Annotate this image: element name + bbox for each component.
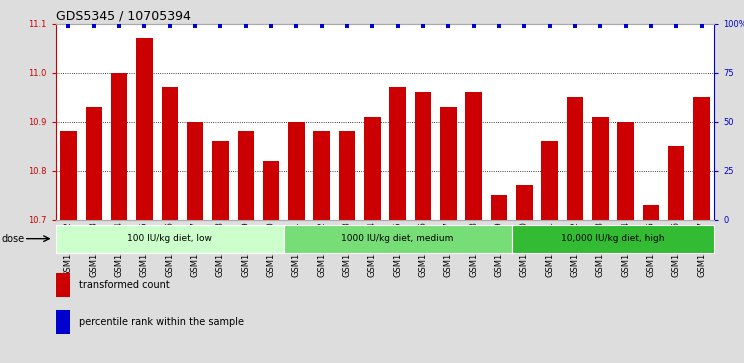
Bar: [237, 131, 254, 363]
Bar: [440, 107, 457, 363]
Bar: [56, 273, 70, 297]
Bar: [212, 141, 228, 363]
Text: GDS5345 / 10705394: GDS5345 / 10705394: [56, 9, 190, 23]
Bar: [56, 310, 70, 334]
Text: 10,000 IU/kg diet, high: 10,000 IU/kg diet, high: [561, 234, 664, 243]
Text: dose: dose: [1, 234, 25, 244]
Text: 100 IU/kg diet, low: 100 IU/kg diet, low: [127, 234, 212, 243]
Bar: [86, 107, 102, 363]
Bar: [491, 195, 507, 363]
Bar: [592, 117, 609, 363]
Bar: [60, 131, 77, 363]
Bar: [389, 87, 406, 363]
Bar: [542, 141, 558, 363]
Bar: [187, 122, 203, 363]
Text: transformed count: transformed count: [79, 280, 170, 290]
Text: 1000 IU/kg diet, medium: 1000 IU/kg diet, medium: [341, 234, 454, 243]
Bar: [668, 146, 684, 363]
Bar: [136, 38, 153, 363]
Bar: [111, 73, 127, 363]
Bar: [339, 131, 356, 363]
Bar: [288, 122, 304, 363]
Bar: [414, 92, 432, 363]
Bar: [516, 185, 533, 363]
Bar: [693, 97, 710, 363]
Bar: [512, 225, 714, 253]
Bar: [283, 225, 512, 253]
Bar: [618, 122, 634, 363]
Bar: [161, 87, 178, 363]
Text: percentile rank within the sample: percentile rank within the sample: [79, 317, 244, 327]
Bar: [263, 161, 279, 363]
Bar: [56, 225, 283, 253]
Bar: [466, 92, 482, 363]
Bar: [567, 97, 583, 363]
Bar: [313, 131, 330, 363]
Bar: [643, 205, 659, 363]
Bar: [364, 117, 381, 363]
